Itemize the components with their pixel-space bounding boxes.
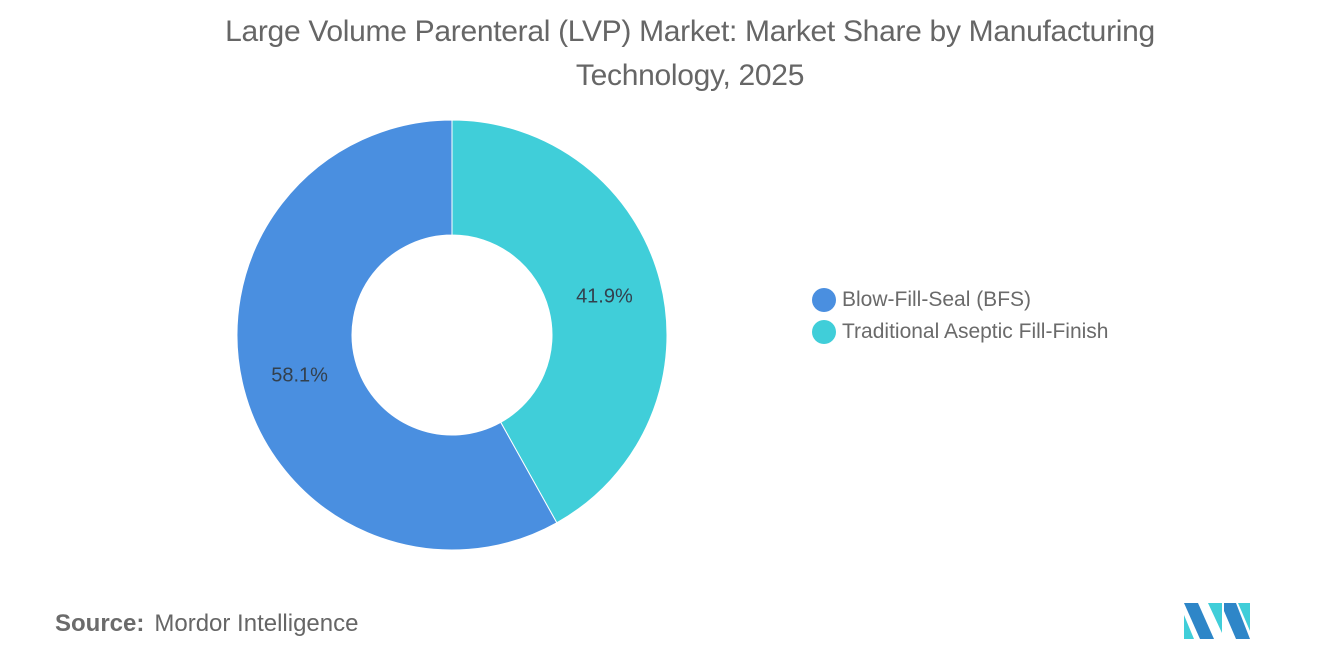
legend-label: Blow-Fill-Seal (BFS) bbox=[842, 288, 1032, 311]
legend-label: Traditional Aseptic Fill-Finish bbox=[842, 320, 1109, 343]
donut-labels: 41.9% 58.1% bbox=[271, 285, 633, 386]
donut-slices bbox=[236, 119, 668, 551]
source-value: Mordor Intelligence bbox=[154, 610, 359, 637]
legend: Blow-Fill-Seal (BFS) Traditional Aseptic… bbox=[812, 284, 1108, 348]
legend-swatch-traditional-icon bbox=[812, 320, 836, 344]
slice-value-label: 58.1% bbox=[271, 365, 328, 387]
donut-slice-traditional-aseptic[interactable] bbox=[451, 119, 668, 524]
source-key: Source: bbox=[55, 610, 145, 637]
donut-slice-bfs[interactable] bbox=[236, 119, 558, 551]
slice-value-label: 41.9% bbox=[576, 285, 633, 307]
legend-item-bfs[interactable]: Blow-Fill-Seal (BFS) bbox=[812, 284, 1108, 316]
source-note: Source: Mordor Intelligence bbox=[55, 610, 358, 638]
legend-swatch-bfs-icon bbox=[812, 288, 836, 312]
chart-title-line-1: Large Volume Parenteral (LVP) Market: Ma… bbox=[225, 15, 1155, 48]
legend-item-traditional-aseptic[interactable]: Traditional Aseptic Fill-Finish bbox=[812, 316, 1108, 348]
mordor-logo-icon bbox=[1184, 603, 1250, 639]
chart-title: Large Volume Parenteral (LVP) Market: Ma… bbox=[0, 10, 1320, 98]
chart-title-line-2: Technology, 2025 bbox=[575, 59, 805, 92]
